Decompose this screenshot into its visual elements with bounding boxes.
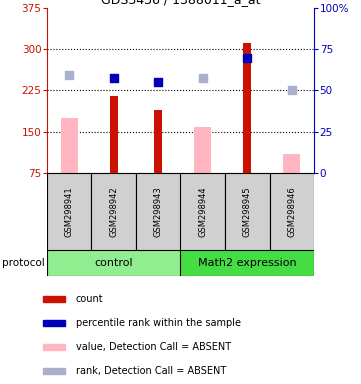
Point <box>155 79 161 85</box>
Bar <box>43 344 65 350</box>
Bar <box>43 368 65 374</box>
Bar <box>194 127 211 173</box>
Text: percentile rank within the sample: percentile rank within the sample <box>76 318 241 328</box>
Bar <box>180 250 314 276</box>
Point <box>289 87 295 93</box>
Bar <box>283 154 300 173</box>
Bar <box>43 296 65 303</box>
Bar <box>225 173 270 250</box>
Point <box>111 74 117 81</box>
Bar <box>270 173 314 250</box>
Bar <box>154 109 162 173</box>
Bar <box>136 173 180 250</box>
Point <box>66 72 72 78</box>
Text: GSM298946: GSM298946 <box>287 186 296 237</box>
Text: GSM298943: GSM298943 <box>154 186 163 237</box>
Text: GSM298941: GSM298941 <box>65 186 74 237</box>
Bar <box>243 43 251 173</box>
Bar <box>47 173 91 250</box>
Text: GSM298942: GSM298942 <box>109 186 118 237</box>
Text: control: control <box>95 258 133 268</box>
Bar <box>180 173 225 250</box>
Bar <box>47 250 180 276</box>
Bar <box>61 118 78 173</box>
Bar <box>110 96 118 173</box>
Text: count: count <box>76 294 104 304</box>
Text: GSM298944: GSM298944 <box>198 186 207 237</box>
Bar <box>43 320 65 326</box>
Title: GDS3436 / 1388011_a_at: GDS3436 / 1388011_a_at <box>101 0 260 7</box>
Text: value, Detection Call = ABSENT: value, Detection Call = ABSENT <box>76 342 231 352</box>
Point <box>244 55 250 61</box>
Text: Math2 expression: Math2 expression <box>198 258 297 268</box>
Point <box>200 75 206 81</box>
Text: GSM298945: GSM298945 <box>243 186 252 237</box>
Bar <box>91 173 136 250</box>
Text: protocol: protocol <box>2 258 45 268</box>
Text: rank, Detection Call = ABSENT: rank, Detection Call = ABSENT <box>76 366 226 376</box>
